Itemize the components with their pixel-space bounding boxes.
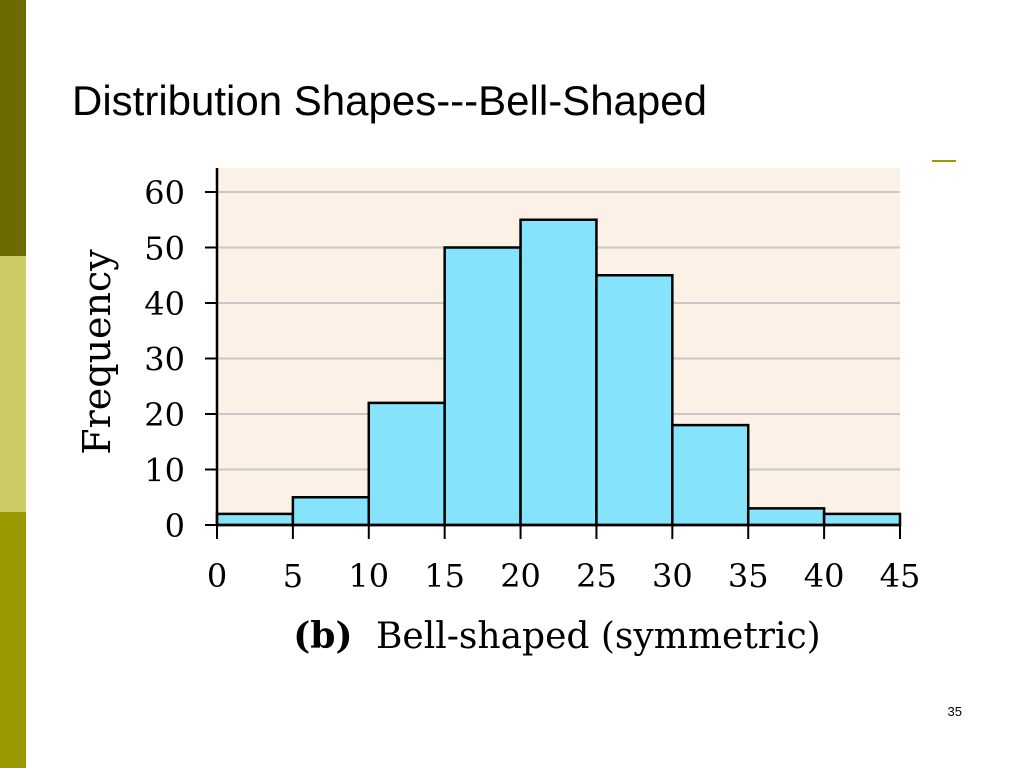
axes (215, 168, 900, 527)
bar-25-30 (595, 274, 674, 527)
y-tick-label-50: 50 (144, 230, 185, 268)
x-tick-label-0: 0 (207, 557, 227, 595)
bar-5-10 (291, 496, 371, 527)
band-segment-dark (0, 0, 26, 256)
page-number: 35 (947, 704, 962, 719)
x-tick-label-30: 30 (652, 557, 693, 595)
y-tick-label-20: 20 (144, 396, 185, 434)
chart-caption: (b) Bell-shaped (symmetric) (293, 615, 820, 657)
bar-30-35 (671, 423, 750, 527)
bar-15-20 (443, 246, 522, 527)
band-segment-light (0, 256, 26, 512)
x-tick-label-10: 10 (348, 557, 389, 595)
x-tick-label-45: 45 (880, 557, 921, 595)
bar-35-40 (746, 507, 826, 527)
bar-10-15 (367, 401, 446, 527)
x-tick-label-15: 15 (424, 557, 465, 595)
slide-title: Distribution Shapes---Bell-Shaped (72, 77, 707, 124)
bar-40-45 (822, 512, 902, 527)
y-tick-label-10: 10 (144, 452, 185, 490)
x-tick-label-25: 25 (576, 557, 617, 595)
y-tick-label-30: 30 (144, 341, 185, 379)
bar-0-5 (215, 512, 295, 527)
y-axis-label: Frequency (75, 249, 119, 455)
accent-dash (932, 160, 956, 162)
y-tick-label-40: 40 (144, 285, 185, 323)
band-segment-mid (0, 512, 26, 768)
x-tick-label-5: 5 (283, 557, 303, 595)
x-tick-label-35: 35 (728, 557, 769, 595)
caption-text: Bell-shaped (symmetric) (376, 616, 821, 657)
caption-bold: (b) (293, 615, 352, 657)
x-ticks: 0 5 10 15 20 25 30 35 40 45 (207, 525, 921, 595)
bar-20-25 (519, 218, 598, 527)
x-tick-label-40: 40 (804, 557, 845, 595)
x-tick-label-20: 20 (500, 557, 541, 595)
y-tick-label-60: 60 (144, 174, 185, 212)
y-tick-label-0: 0 (165, 507, 185, 545)
y-ticks: 0 10 20 30 40 50 60 (144, 174, 217, 545)
